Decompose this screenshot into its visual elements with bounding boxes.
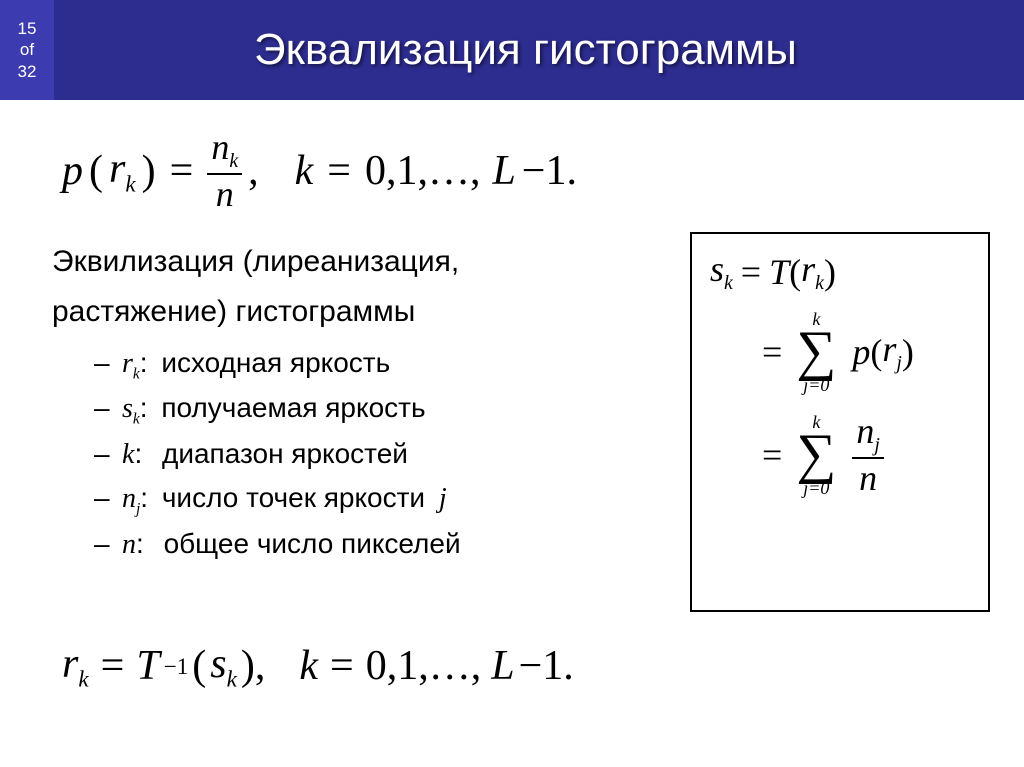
lead-line-2: растяжение) гистограммы	[52, 290, 612, 334]
sym-k: k	[295, 147, 314, 195]
sigma-icon: k ∑ j=0	[790, 310, 842, 394]
description-block: Эквилизация (лиреанизация, растяжение) г…	[52, 240, 612, 566]
sym-r: rk	[109, 145, 136, 197]
list-item: k: диапазон яркостей	[94, 432, 612, 476]
definition-list: rk: исходная яркость sk: получаемая ярко…	[94, 341, 612, 566]
paren-open: (	[89, 147, 103, 195]
formula-box: sk = T ( rk ) = k ∑ j=0 p ( rj ) =	[690, 232, 990, 612]
fraction-nk-n: nk n	[207, 128, 242, 215]
list-item: rk: исходная яркость	[94, 341, 612, 386]
page-of: of	[20, 39, 34, 60]
sym-L: L	[492, 147, 515, 195]
range: 0,1,…,	[365, 147, 481, 195]
fraction-nj-n: nj n	[852, 412, 884, 499]
formula-line-1: sk = T ( rk )	[710, 248, 978, 296]
slide-body: p ( rk ) = nk n , k = 0,1,…, L −1. Эквил…	[0, 100, 1024, 767]
slide-title: Эквализация гистограммы	[54, 0, 1024, 100]
sigma-icon: k ∑ j=0	[790, 413, 842, 497]
page-current: 15	[18, 18, 37, 39]
list-item: sk: получаемая яркость	[94, 386, 612, 431]
page-total: 32	[18, 61, 37, 82]
list-item: nj: число точек яркости j	[94, 476, 612, 521]
list-item: n: общее число пикселей	[94, 522, 612, 566]
equals2: =	[327, 147, 351, 195]
paren-close: )	[142, 147, 156, 195]
equation-probability: p ( rk ) = nk n , k = 0,1,…, L −1.	[62, 128, 577, 215]
formula-line-2: = k ∑ j=0 p ( rj )	[754, 310, 978, 394]
page-number-box: 15 of 32	[0, 0, 54, 100]
slide-header: 15 of 32 Эквализация гистограммы	[0, 0, 1024, 100]
formula-line-3: = k ∑ j=0 nj n	[754, 412, 978, 499]
equation-inverse: rk = T −1 ( sk ), k = 0,1,…, L −1.	[62, 640, 574, 692]
sym-p: p	[62, 147, 83, 195]
lead-line-1: Эквилизация (лиреанизация,	[52, 240, 612, 284]
equals: =	[101, 642, 125, 690]
equals: =	[170, 147, 194, 195]
slide: 15 of 32 Эквализация гистограммы p ( rk …	[0, 0, 1024, 767]
minus-one: −1.	[522, 147, 577, 195]
comma: ,	[248, 147, 259, 195]
